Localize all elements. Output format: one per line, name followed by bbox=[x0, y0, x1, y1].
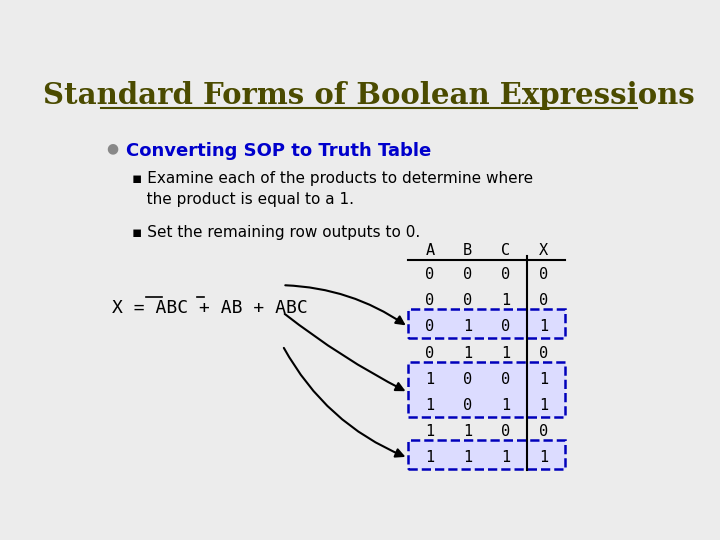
Text: 1: 1 bbox=[426, 372, 434, 387]
Text: Standard Forms of Boolean Expressions: Standard Forms of Boolean Expressions bbox=[43, 82, 695, 111]
Text: 0: 0 bbox=[426, 320, 434, 334]
Text: 0: 0 bbox=[539, 267, 548, 282]
Text: 0: 0 bbox=[539, 424, 548, 439]
Text: 1: 1 bbox=[501, 346, 510, 361]
Text: X = ABC + AB + ABC: X = ABC + AB + ABC bbox=[112, 299, 308, 317]
FancyArrowPatch shape bbox=[285, 285, 404, 324]
Text: 0: 0 bbox=[463, 267, 472, 282]
Text: 1: 1 bbox=[539, 398, 548, 413]
Text: X: X bbox=[539, 243, 548, 258]
Text: 0: 0 bbox=[501, 320, 510, 334]
Text: 0: 0 bbox=[463, 293, 472, 308]
Text: 1: 1 bbox=[463, 424, 472, 439]
Text: 0: 0 bbox=[426, 267, 434, 282]
Text: 1: 1 bbox=[539, 372, 548, 387]
Text: 0: 0 bbox=[463, 398, 472, 413]
Text: 1: 1 bbox=[426, 398, 434, 413]
Text: 1: 1 bbox=[501, 450, 510, 465]
FancyBboxPatch shape bbox=[408, 309, 565, 338]
Text: 0: 0 bbox=[426, 346, 434, 361]
Text: 1: 1 bbox=[539, 320, 548, 334]
FancyArrowPatch shape bbox=[284, 348, 403, 457]
Text: B: B bbox=[463, 243, 472, 258]
Text: 0: 0 bbox=[501, 267, 510, 282]
Text: A: A bbox=[426, 243, 434, 258]
Text: 1: 1 bbox=[501, 293, 510, 308]
Text: 1: 1 bbox=[501, 398, 510, 413]
Text: 1: 1 bbox=[426, 450, 434, 465]
Text: ▪ Set the remaining row outputs to 0.: ▪ Set the remaining row outputs to 0. bbox=[132, 225, 420, 240]
Text: 0: 0 bbox=[501, 372, 510, 387]
Text: ▪ Examine each of the products to determine where
   the product is equal to a 1: ▪ Examine each of the products to determ… bbox=[132, 171, 533, 207]
Text: 0: 0 bbox=[501, 424, 510, 439]
Text: 1: 1 bbox=[463, 320, 472, 334]
FancyArrowPatch shape bbox=[284, 314, 403, 390]
FancyBboxPatch shape bbox=[408, 440, 565, 469]
Text: ●: ● bbox=[107, 141, 119, 156]
Text: 1: 1 bbox=[426, 424, 434, 439]
FancyBboxPatch shape bbox=[408, 362, 565, 416]
Text: C: C bbox=[501, 243, 510, 258]
Text: 0: 0 bbox=[539, 346, 548, 361]
Text: 1: 1 bbox=[539, 450, 548, 465]
Text: 1: 1 bbox=[463, 450, 472, 465]
Text: Converting SOP to Truth Table: Converting SOP to Truth Table bbox=[126, 141, 431, 160]
Text: 0: 0 bbox=[539, 293, 548, 308]
Text: 0: 0 bbox=[426, 293, 434, 308]
Text: 0: 0 bbox=[463, 372, 472, 387]
Text: 1: 1 bbox=[463, 346, 472, 361]
